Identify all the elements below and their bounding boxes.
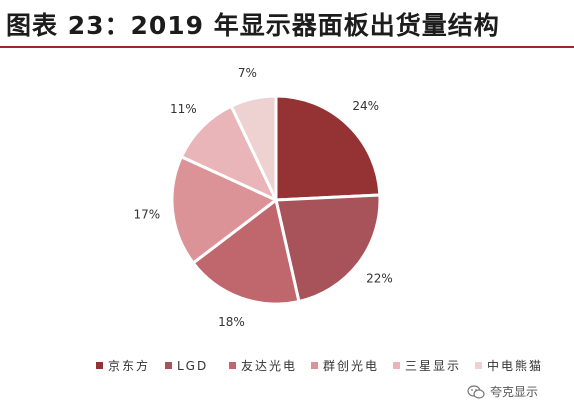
legend-item: 京东方 [96, 358, 150, 373]
legend-label: 三星显示 [405, 359, 461, 373]
legend-swatch [311, 362, 318, 369]
slice-value-label: 24% [352, 99, 379, 113]
wechat-icon [467, 384, 485, 399]
legend-item: 友达光电 [229, 359, 297, 373]
legend-item: 中电熊猫 [475, 358, 543, 373]
legend-swatch [165, 362, 172, 369]
slice-value-label: 7% [238, 66, 257, 80]
legend-label: LGD [177, 359, 208, 373]
slice-value-label: 22% [366, 272, 393, 286]
legend-item: LGD [165, 359, 208, 373]
figure-title: 图表 23：2019 年显示器面板出货量结构 [6, 11, 500, 40]
slice-value-label: 11% [170, 102, 197, 116]
legend-item: 群创光电 [311, 359, 379, 373]
legend-label: 中电熊猫 [487, 358, 543, 373]
title-divider [0, 46, 574, 48]
legend-item: 三星显示 [393, 359, 461, 373]
legend-label: 群创光电 [323, 359, 379, 373]
watermark-text: 夸克显示 [490, 385, 539, 399]
slice-value-label: 18% [218, 315, 245, 329]
legend-swatch [96, 362, 103, 369]
legend-label: 友达光电 [241, 359, 297, 373]
legend-swatch [475, 362, 482, 369]
pie-slice [229, 94, 278, 202]
pie-slice [274, 94, 382, 202]
slice-value-label: 17% [133, 207, 160, 221]
watermark: 夸克显示 [467, 383, 538, 400]
pie-slice [170, 155, 278, 265]
legend-label: 京东方 [108, 358, 150, 373]
pie-slice [191, 198, 301, 306]
pie-slice [274, 193, 382, 303]
legend-swatch [229, 362, 236, 369]
legend-swatch [393, 362, 400, 369]
